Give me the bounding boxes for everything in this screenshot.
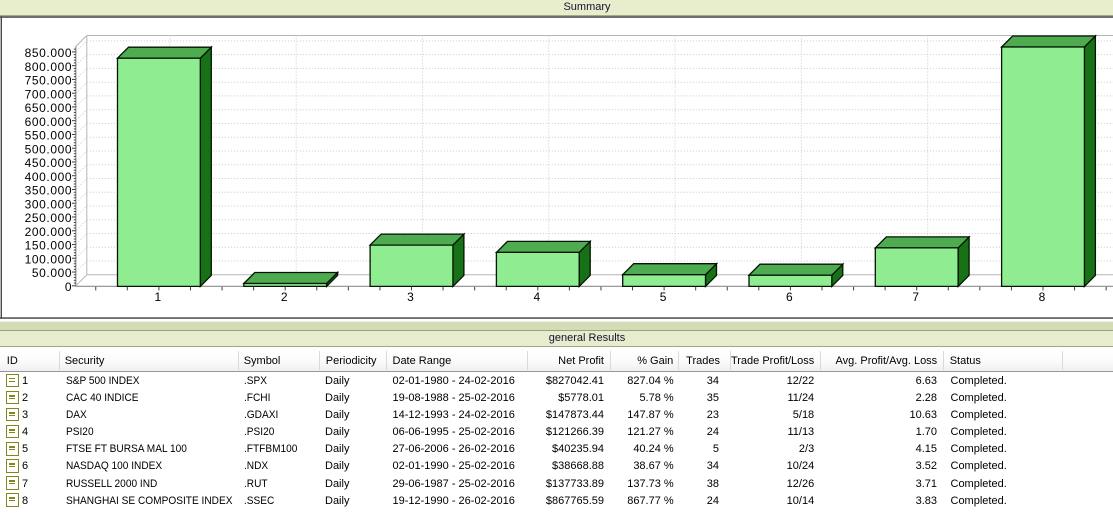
svg-text:450.000: 450.000 bbox=[25, 156, 73, 170]
svg-text:500.000: 500.000 bbox=[25, 142, 73, 156]
svg-text:400.000: 400.000 bbox=[25, 170, 73, 184]
svg-text:100.000: 100.000 bbox=[25, 253, 73, 267]
svg-text:0: 0 bbox=[65, 280, 72, 294]
svg-text:150.000: 150.000 bbox=[25, 239, 73, 253]
svg-text:7: 7 bbox=[912, 290, 919, 304]
svg-text:650.000: 650.000 bbox=[25, 101, 73, 115]
svg-text:4: 4 bbox=[533, 290, 540, 304]
svg-text:300.000: 300.000 bbox=[25, 197, 73, 211]
svg-text:6: 6 bbox=[786, 290, 793, 304]
svg-text:800.000: 800.000 bbox=[25, 60, 73, 74]
svg-text:200.000: 200.000 bbox=[25, 225, 73, 239]
svg-text:750.000: 750.000 bbox=[25, 74, 73, 88]
svg-text:250.000: 250.000 bbox=[25, 211, 73, 225]
svg-text:2: 2 bbox=[281, 290, 288, 304]
svg-text:700.000: 700.000 bbox=[25, 87, 73, 101]
svg-text:5: 5 bbox=[660, 290, 667, 304]
svg-text:550.000: 550.000 bbox=[25, 129, 73, 143]
svg-text:350.000: 350.000 bbox=[25, 184, 73, 198]
svg-text:3: 3 bbox=[407, 290, 414, 304]
svg-text:8: 8 bbox=[1039, 290, 1046, 304]
svg-text:600.000: 600.000 bbox=[25, 115, 73, 129]
svg-text:50.000: 50.000 bbox=[32, 266, 72, 280]
svg-text:1: 1 bbox=[155, 290, 162, 304]
svg-text:850.000: 850.000 bbox=[25, 46, 73, 60]
